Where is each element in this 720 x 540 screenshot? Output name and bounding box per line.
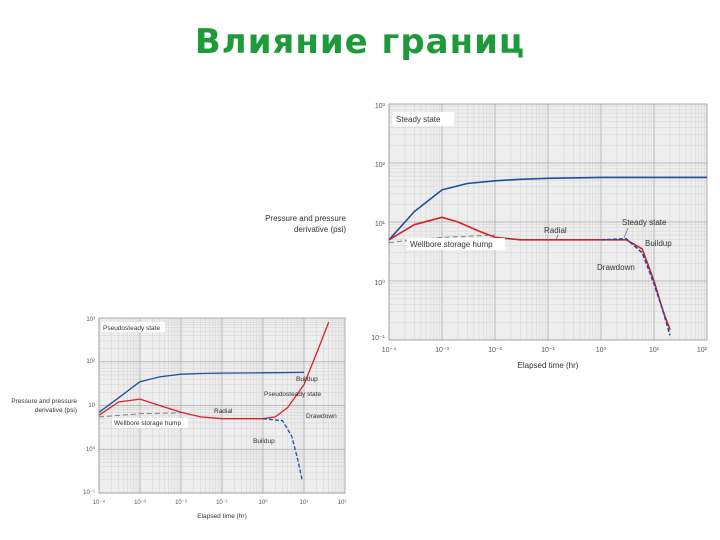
x-tick-label: 10⁻² xyxy=(175,500,187,506)
x-tick-label: 10⁻¹ xyxy=(541,347,555,354)
y-tick-labels: 10³ 10² 10¹ 10⁰ 10⁻¹ xyxy=(371,103,385,342)
y-tick-label: 10⁰ xyxy=(86,446,96,453)
series-line-derivative-drawdown xyxy=(388,216,671,330)
annotation-drawdown: Drawdown xyxy=(597,263,635,272)
annotation-box xyxy=(101,322,165,332)
x-tick-labels: 10⁻⁴ 10⁻³ 10⁻² 10⁻¹ 10⁰ 10¹ 10² xyxy=(382,346,708,354)
series-line-derivative-drawdown xyxy=(98,321,330,420)
plot-frame xyxy=(98,317,346,494)
y-tick-label: 10² xyxy=(375,162,386,169)
y-tick-label: 10³ xyxy=(86,317,95,323)
x-tick-labels: 10⁻⁴ 10⁻³ 10⁻² 10⁻¹ 10⁰ 10¹ 10² xyxy=(93,499,347,506)
x-tick-label: 10⁻² xyxy=(488,347,502,354)
x-tick-label: 10⁻³ xyxy=(435,347,449,354)
chart-steady-state: 10⁻⁴ 10⁻³ 10⁻² 10⁻¹ 10⁰ 10¹ 10² 10³ 10² … xyxy=(265,103,708,370)
chart-pseudosteady-state: 10⁻⁴ 10⁻³ 10⁻² 10⁻¹ 10⁰ 10¹ 10² 10³ 10² … xyxy=(11,317,346,520)
slide-title: Влияние границ xyxy=(194,22,526,62)
annotation-buildup: Buildup xyxy=(296,376,318,383)
y-tick-label: 10 xyxy=(88,403,95,409)
annotation-steady-state-2: Steady state xyxy=(622,218,667,227)
annotation-wellbore-storage-hump: Wellbore storage hump xyxy=(410,240,493,249)
series xyxy=(388,176,707,336)
x-tick-label: 10¹ xyxy=(649,347,660,354)
y-tick-label: 10¹ xyxy=(375,221,386,228)
annotation-box xyxy=(392,112,454,126)
x-tick-label: 10⁻⁴ xyxy=(382,347,397,354)
x-tick-label: 10⁻⁴ xyxy=(93,499,106,506)
x-axis-label: Elapsed time (hr) xyxy=(197,513,247,520)
y-axis-label-line2: derivative (psi) xyxy=(294,225,346,234)
series-line-derivative-buildup xyxy=(262,418,303,480)
annotation-radial: Radial xyxy=(544,226,567,235)
x-tick-label: 10² xyxy=(697,347,708,354)
annotation-drawdown: Drawdown xyxy=(306,413,337,420)
annotation-box xyxy=(407,238,505,250)
y-tick-label: 10³ xyxy=(375,103,386,110)
annotation-wellbore-storage-hump: Wellbore storage hump xyxy=(114,420,181,427)
x-tick-label: 10⁻¹ xyxy=(216,500,228,506)
x-tick-label: 10² xyxy=(338,500,347,506)
series-line-pressure xyxy=(98,371,305,413)
annotations: Pseudosteady state Buildup Pseudosteady … xyxy=(101,322,337,445)
annotation-pseudosteady-state-2: Pseudosteady state xyxy=(264,391,321,398)
series-line-pressure xyxy=(388,176,707,241)
annotations: Steady state Radial Wellbore storage hum… xyxy=(392,112,672,272)
annotation-leader xyxy=(623,227,629,239)
series xyxy=(98,321,330,480)
y-tick-labels: 10³ 10² 10 10⁰ 10⁻¹ xyxy=(83,317,95,496)
plot-frame xyxy=(388,103,708,341)
annotation-steady-state: Steady state xyxy=(396,115,441,124)
y-tick-label: 10⁰ xyxy=(374,279,385,287)
y-tick-label: 10⁻¹ xyxy=(83,490,95,496)
y-axis-label-line1: Pressure and pressure xyxy=(11,398,77,405)
annotation-leader xyxy=(555,234,559,241)
x-tick-label: 10¹ xyxy=(300,500,309,506)
y-tick-label: 10² xyxy=(86,359,95,365)
series-line-derivative-buildup xyxy=(600,238,671,336)
annotation-box xyxy=(112,418,188,428)
annotation-radial: Radial xyxy=(214,408,233,415)
y-axis-label-line2: derivative (psi) xyxy=(35,407,77,414)
annotation-buildup-2: Buildup xyxy=(253,438,275,445)
x-tick-label: 10⁰ xyxy=(258,499,268,506)
y-tick-label: 10⁻¹ xyxy=(371,335,385,342)
x-axis-label: Elapsed time (hr) xyxy=(518,361,579,370)
series-line-wellbore-dashed xyxy=(98,412,182,418)
x-tick-label: 10⁻³ xyxy=(134,500,146,506)
x-tick-label: 10⁰ xyxy=(596,346,607,354)
annotation-pseudosteady-state: Pseudosteady state xyxy=(103,325,160,332)
y-axis-label-line1: Pressure and pressure xyxy=(265,214,346,223)
series-line-wellbore-dashed xyxy=(388,234,496,243)
annotation-buildup: Buildup xyxy=(645,239,672,248)
